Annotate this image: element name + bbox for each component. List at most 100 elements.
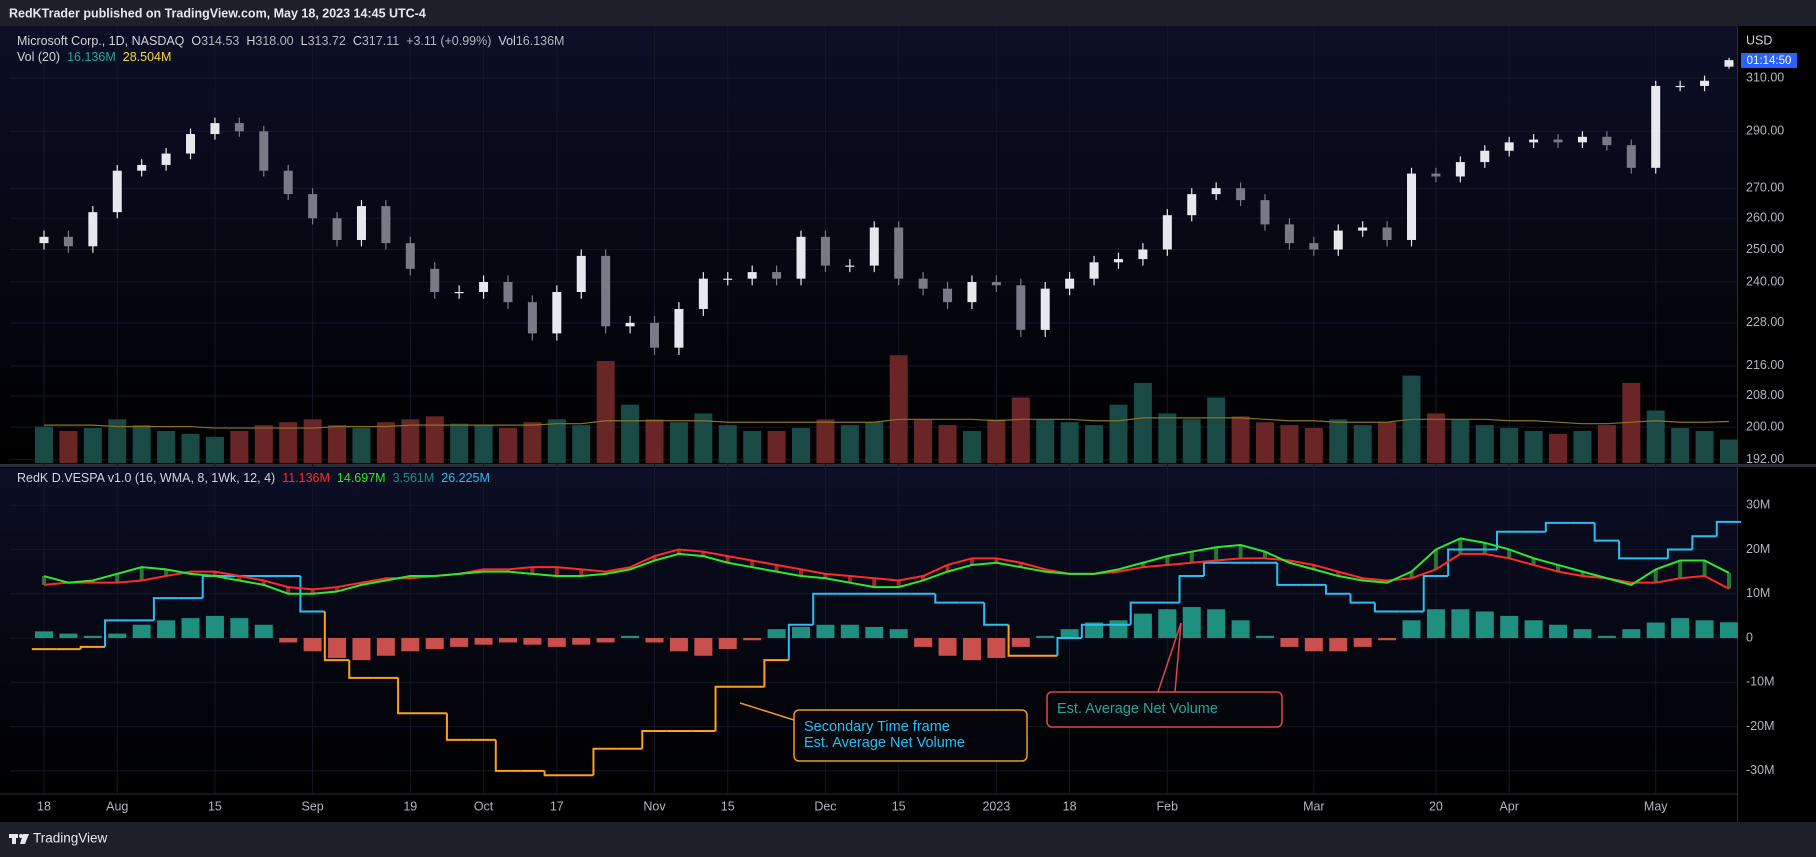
- candle-body: [943, 288, 953, 303]
- net-volume-bar: [1573, 629, 1592, 639]
- volume-ma-line: [44, 417, 1729, 429]
- volume-bar: [1451, 419, 1470, 463]
- ohlc-value: 317.11: [362, 34, 399, 48]
- indicator-legend: RedK D.VESPA v1.0 (16, WMA, 8, 1Wk, 12, …: [17, 471, 490, 485]
- secondary-step: [812, 592, 838, 625]
- volume-bar: [669, 422, 688, 463]
- net-volume-bar: [669, 638, 688, 652]
- candle-body: [1309, 243, 1319, 250]
- candle-body: [1602, 136, 1612, 146]
- secondary-step: [323, 611, 350, 662]
- volume-bar: [889, 355, 908, 463]
- volume-bar: [621, 404, 640, 463]
- x-tick-label: May: [1644, 799, 1668, 813]
- candle-body: [1675, 85, 1685, 88]
- candle-body: [1211, 188, 1221, 195]
- volume-bar: [1280, 425, 1299, 463]
- volume-bar: [1304, 428, 1323, 463]
- volume-bar: [1719, 439, 1738, 463]
- candle-body: [1236, 188, 1246, 201]
- net-volume-bar: [181, 618, 200, 639]
- volume-bar: [376, 422, 395, 463]
- net-volume-bar: [1036, 635, 1055, 639]
- net-volume-bar: [865, 626, 884, 639]
- candle-body: [454, 292, 464, 294]
- x-tick-label: Nov: [643, 799, 666, 813]
- net-volume-bar: [1280, 638, 1299, 647]
- net-volume-bar: [254, 624, 273, 639]
- candle-body: [991, 281, 1001, 286]
- volume-bar: [914, 419, 933, 463]
- net-volume-bar: [230, 618, 249, 639]
- net-volume-bar: [621, 635, 640, 639]
- volume-bar: [1060, 422, 1079, 463]
- x-tick-label: 20: [1429, 799, 1443, 813]
- net-volume-bar: [425, 638, 444, 650]
- candle-body: [112, 170, 122, 213]
- candle-body: [723, 278, 733, 280]
- net-volume-bar: [1060, 629, 1079, 639]
- secondary-step: [152, 597, 179, 621]
- net-volume-bar: [59, 633, 78, 639]
- ohlc-label: H: [246, 34, 255, 48]
- volume-bar: [840, 425, 859, 463]
- candle-body: [1260, 200, 1270, 225]
- net-volume-bar: [1524, 620, 1543, 639]
- net-volume-bar: [962, 638, 981, 661]
- candle-body: [894, 227, 904, 279]
- net-volume-bar: [1646, 622, 1665, 639]
- net-volume-bar: [596, 638, 615, 643]
- candle-body: [845, 265, 855, 267]
- net-volume-bar: [1500, 615, 1519, 639]
- net-volume-bar: [694, 638, 713, 656]
- y-tick-label: 260.00: [1746, 211, 1784, 225]
- ohlc-value: 313.72: [308, 34, 346, 48]
- volume-bar: [1671, 428, 1690, 463]
- volume-bar: [35, 426, 53, 463]
- volume-value: 16.136M: [516, 34, 565, 48]
- net-volume-bar: [279, 638, 298, 643]
- volume-bar: [230, 430, 249, 463]
- indicator-title: RedK D.VESPA v1.0 (16, WMA, 8, 1Wk, 12, …: [17, 471, 275, 485]
- volume-bar: [352, 428, 371, 463]
- y-tick-label: 200.00: [1746, 419, 1784, 433]
- annotation-box: [793, 709, 1028, 762]
- volume-bar: [1036, 419, 1055, 463]
- x-tick-label: Mar: [1303, 799, 1325, 813]
- annotation-text: Secondary Time frame: [804, 719, 950, 735]
- volume-bar: [1353, 425, 1372, 463]
- candle-body: [503, 281, 513, 303]
- net-volume-bar: [1304, 638, 1323, 652]
- volume-bar: [474, 425, 493, 463]
- net-volume-bar: [1671, 618, 1690, 639]
- candle-body: [1431, 173, 1441, 177]
- net-volume-bar: [303, 638, 322, 652]
- x-tick-label: 19: [403, 799, 417, 813]
- candle-body: [186, 134, 196, 154]
- volume-bar: [547, 419, 566, 463]
- net-volume-bar: [1231, 620, 1250, 639]
- net-volume-bar: [547, 638, 566, 647]
- secondary-step: [1373, 602, 1400, 613]
- candle-body: [1480, 150, 1490, 163]
- candle-body: [1187, 194, 1197, 216]
- net-volume-bar: [450, 638, 469, 647]
- volume-bar: [1597, 425, 1616, 463]
- net-volume-bar: [35, 631, 53, 639]
- indicator-line: [43, 548, 1730, 591]
- y-tick-label: -30M: [1746, 763, 1774, 777]
- net-volume-bar: [1426, 609, 1445, 639]
- candle-body: [1577, 136, 1587, 143]
- candle-body: [747, 272, 757, 279]
- y-tick-label: 270.00: [1746, 180, 1784, 194]
- candle-body: [772, 272, 782, 279]
- x-tick-label: Apr: [1499, 799, 1518, 813]
- volume-bar: [767, 430, 786, 463]
- secondary-step: [1422, 575, 1449, 612]
- candle-body: [479, 281, 489, 293]
- net-volume-bar: [401, 638, 420, 652]
- volume-bar: [1549, 433, 1568, 463]
- volume-bar: [1524, 430, 1543, 463]
- volume-bar: [1622, 382, 1641, 463]
- net-volume-bar: [1622, 629, 1641, 639]
